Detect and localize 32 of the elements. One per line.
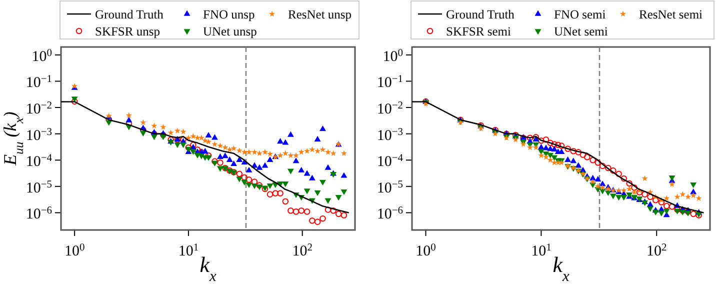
y-tick-label: 10$^{−4}$ xyxy=(26,152,53,170)
x-tick-label: 10$^{1}$ xyxy=(531,242,552,260)
legend-label: Ground Truth xyxy=(446,8,516,22)
x-tick-label: 10$^{0}$ xyxy=(416,242,436,260)
y-tick-label: 10$^{−5}$ xyxy=(26,178,52,196)
y-tick-label: 10$^{−4}$ xyxy=(376,152,404,170)
x-axis-title: k$_{x}$ xyxy=(552,252,570,284)
x-tick-label: 10$^{2}$ xyxy=(646,242,667,260)
x-axis-title: k$_{x}$ xyxy=(200,252,216,284)
y-tick-label: 10$^{−6}$ xyxy=(26,205,52,223)
x-tick-label: 10$^{1}$ xyxy=(178,242,199,260)
y-tick-label: 10$^{−1}$ xyxy=(26,74,52,92)
y-tick-label: 10$^{0}$ xyxy=(382,47,403,65)
legend-label: SKFSR semi xyxy=(446,24,512,38)
y-tick-label: 10$^{−2}$ xyxy=(376,100,403,118)
legend-label: ResNet unsp xyxy=(288,8,352,22)
legend-label: UNet unsp xyxy=(203,24,257,38)
y-tick-label: 10$^{−1}$ xyxy=(376,74,403,92)
y-tick-label: 10$^{−3}$ xyxy=(376,126,403,144)
legend-label: ResNet semi xyxy=(639,8,704,22)
y-tick-label: 10$^{0}$ xyxy=(32,47,52,65)
legend-label: FNO semi xyxy=(554,8,606,22)
legend-label: SKFSR unsp xyxy=(95,24,160,38)
x-tick-label: 10$^{0}$ xyxy=(64,242,85,260)
y-tick-label: 10$^{−2}$ xyxy=(26,100,52,118)
legend-label: Ground Truth xyxy=(95,8,164,22)
legend-label: UNet semi xyxy=(554,24,608,38)
y-tick-label: 10$^{−3}$ xyxy=(26,126,52,144)
x-tick-label: 10$^{2}$ xyxy=(292,242,312,260)
y-tick-label: 10$^{−6}$ xyxy=(376,205,403,223)
legend-label: FNO unsp xyxy=(203,8,255,22)
y-tick-label: 10$^{−5}$ xyxy=(376,178,403,196)
